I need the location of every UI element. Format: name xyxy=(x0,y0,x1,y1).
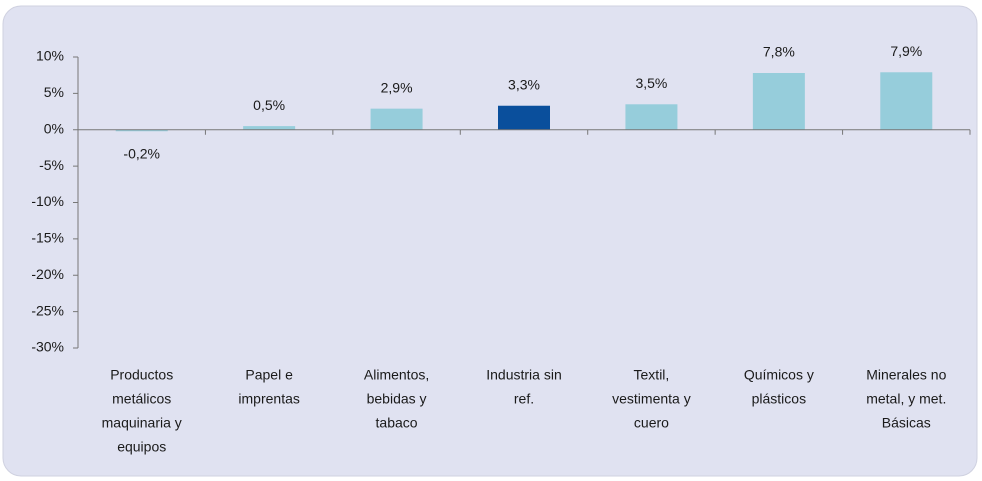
data-label: 3,3% xyxy=(508,76,540,92)
y-tick-label: -30% xyxy=(31,339,64,355)
bar xyxy=(243,126,296,130)
x-tick-label: Minerales no xyxy=(866,367,946,383)
data-label: 7,9% xyxy=(890,43,922,59)
y-tick-label: 0% xyxy=(44,120,64,136)
data-label: 7,8% xyxy=(763,44,795,60)
x-tick-label: Industria sin xyxy=(486,367,561,383)
bar xyxy=(115,129,168,132)
y-tick-label: -10% xyxy=(31,193,64,209)
x-tick-label: Alimentos, xyxy=(364,367,429,383)
x-tick-label: Papel e xyxy=(245,367,293,383)
x-tick-label: tabaco xyxy=(376,415,418,431)
x-tick-label: bebidas y xyxy=(367,391,427,407)
x-tick-label: Básicas xyxy=(882,415,931,431)
x-tick-label: Textil, xyxy=(634,367,670,383)
x-tick-label: vestimenta y xyxy=(612,391,691,407)
x-tick-label: maquinaria y xyxy=(102,415,182,431)
x-tick-label: cuero xyxy=(634,415,669,431)
x-tick-label: equipos xyxy=(117,439,166,455)
x-tick-label: Productos xyxy=(110,367,173,383)
bar xyxy=(752,73,805,130)
y-tick-label: 10% xyxy=(36,48,64,64)
y-tick-label: -25% xyxy=(31,302,64,318)
data-label: 2,9% xyxy=(381,79,413,95)
bar xyxy=(498,105,550,130)
x-tick-label: imprentas xyxy=(238,391,299,407)
bar xyxy=(370,108,423,130)
chart-panel xyxy=(2,5,978,477)
x-tick-label: metálicos xyxy=(112,391,171,407)
y-tick-label: -5% xyxy=(39,157,64,173)
bar xyxy=(880,72,933,130)
data-label: -0,2% xyxy=(123,145,160,161)
x-tick-label: metal, y met. xyxy=(866,391,946,407)
y-tick-label: -20% xyxy=(31,266,64,282)
y-tick-label: 5% xyxy=(44,84,64,100)
x-tick-label: ref. xyxy=(514,391,534,407)
x-tick-label: Químicos y xyxy=(744,367,814,383)
x-tick-label: plásticos xyxy=(752,391,806,407)
y-tick-label: -15% xyxy=(31,230,64,246)
data-label: 0,5% xyxy=(253,97,285,113)
bar xyxy=(625,104,678,130)
data-label: 3,5% xyxy=(635,75,667,91)
